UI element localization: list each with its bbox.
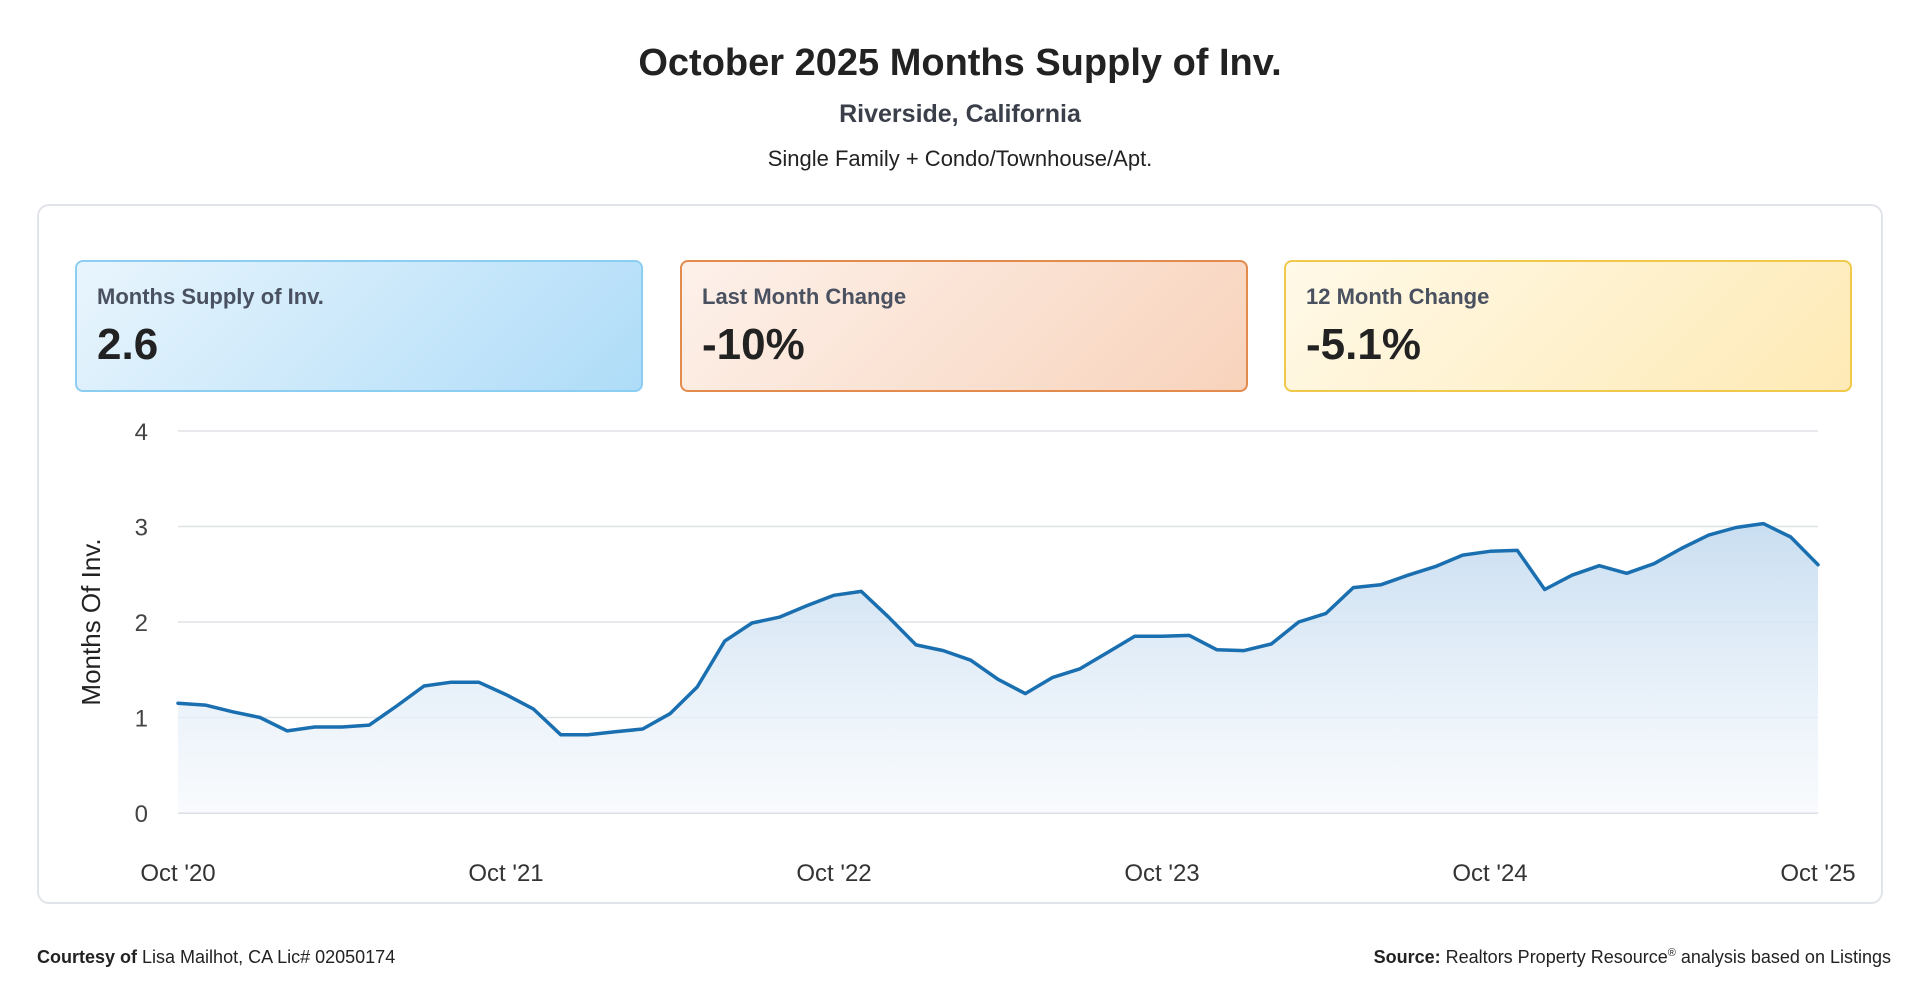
months-supply-label: Months Supply of Inv. [97, 284, 324, 309]
y-tick-label: 3 [135, 515, 148, 542]
twelve-month-change-card: 12 Month Change -5.1% [1284, 260, 1852, 392]
courtesy-footer: Courtesy of Lisa Mailhot, CA Lic# 020501… [37, 947, 395, 968]
y-axis-label: Months Of Inv. [76, 538, 106, 705]
x-tick-labels: Oct '20 Oct '21 Oct '22 Oct '23 Oct '24 Oct '… [140, 860, 1855, 887]
x-tick-label: Oct '25 [1780, 860, 1855, 887]
series-area [178, 523, 1818, 813]
source-footer: Source: Realtors Property Resource® anal… [1374, 947, 1891, 968]
last-month-change-card: Last Month Change -10% [680, 260, 1248, 392]
twelve-month-change-value: -5.1% [1306, 320, 1421, 369]
y-tick-label: 4 [135, 419, 148, 446]
courtesy-label: Courtesy of [37, 947, 138, 967]
twelve-month-change-label: 12 Month Change [1306, 284, 1490, 309]
source-text-b: analysis based on Listings [1675, 947, 1891, 967]
source-text-a: Realtors Property Resource [1445, 947, 1668, 967]
x-tick-label: Oct '22 [796, 860, 871, 887]
source-label: Source: [1373, 947, 1441, 967]
x-tick-label: Oct '24 [1452, 860, 1527, 887]
months-supply-card: Months Supply of Inv. 2.6 [75, 260, 643, 392]
last-month-change-label: Last Month Change [702, 284, 907, 309]
last-month-change-value: -10% [702, 320, 805, 369]
y-tick-label: 1 [135, 706, 148, 733]
registered-mark: ® [1667, 947, 1676, 959]
location-subtitle: Riverside, California [839, 100, 1081, 128]
page-title: October 2025 Months Supply of Inv. [638, 42, 1282, 84]
y-tick-label: 0 [135, 801, 148, 828]
x-tick-label: Oct '20 [140, 860, 215, 887]
y-tick-label: 2 [135, 610, 148, 637]
y-tick-labels: 0 1 2 3 4 [135, 419, 148, 828]
series-line [176, 521, 1820, 737]
property-types-subtitle: Single Family + Condo/Townhouse/Apt. [767, 146, 1153, 171]
x-tick-label: Oct '23 [1124, 860, 1199, 887]
courtesy-text: Lisa Mailhot, CA Lic# 02050174 [142, 947, 396, 967]
months-supply-value: 2.6 [97, 320, 159, 369]
x-tick-label: Oct '21 [468, 860, 543, 887]
